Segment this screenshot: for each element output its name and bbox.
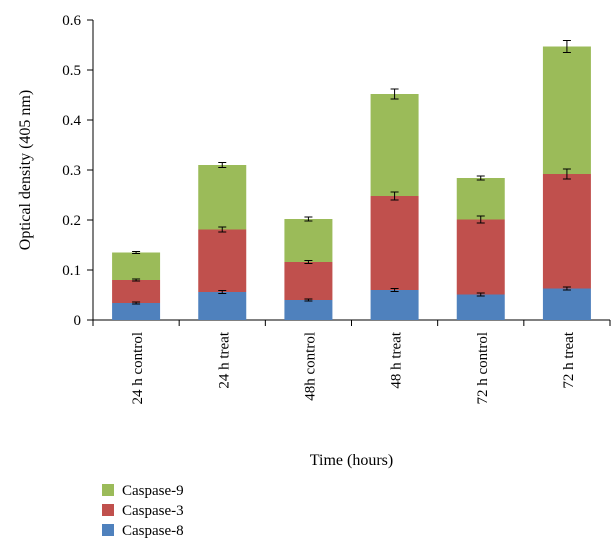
y-tick-label: 0 bbox=[74, 313, 82, 329]
bar-segment bbox=[284, 262, 333, 300]
y-tick-label: 0.1 bbox=[62, 263, 81, 279]
y-tick-label: 0.5 bbox=[62, 63, 81, 79]
x-tick-label: 72 h control bbox=[475, 332, 491, 405]
legend-swatch bbox=[102, 484, 114, 496]
x-tick-label: 24 h control bbox=[130, 332, 146, 405]
legend-swatch bbox=[102, 524, 114, 536]
legend-label: Caspase-9 bbox=[122, 483, 184, 499]
bar-segment bbox=[198, 292, 247, 320]
bar-segment bbox=[542, 46, 591, 174]
x-tick-label: 48 h treat bbox=[389, 331, 405, 388]
bar-segment bbox=[456, 294, 505, 320]
legend-label: Caspase-3 bbox=[122, 503, 184, 519]
legend-swatch bbox=[102, 504, 114, 516]
x-tick-label: 48h control bbox=[302, 332, 318, 401]
bar-segment bbox=[198, 229, 247, 292]
bar-segment bbox=[370, 94, 419, 196]
x-axis: 24 h control 24 h treat 48h control 48 h tr… bbox=[92, 319, 611, 405]
y-axis: 0 0.1 0.2 0.3 0.4 0.5 0.6 bbox=[62, 13, 94, 329]
y-axis-title: Optical density (405 nm) bbox=[17, 90, 34, 250]
y-tick-label: 0.4 bbox=[62, 113, 81, 129]
bar-segment bbox=[370, 196, 419, 290]
y-tick-label: 0.2 bbox=[62, 213, 81, 229]
x-tick-label: 24 h treat bbox=[216, 331, 232, 388]
bar-segment bbox=[456, 178, 505, 220]
y-tick-label: 0.3 bbox=[62, 163, 81, 179]
x-axis-title: Time (hours) bbox=[310, 452, 393, 469]
bar-segment bbox=[542, 288, 591, 320]
bar-segment bbox=[456, 219, 505, 295]
bar-segment bbox=[198, 165, 247, 230]
x-tick-label: 72 h treat bbox=[561, 331, 577, 388]
bar-segment bbox=[542, 174, 591, 289]
bar-segment bbox=[370, 290, 419, 320]
bar-segment bbox=[284, 300, 333, 320]
bar-segment bbox=[284, 219, 333, 262]
error-bars bbox=[132, 40, 571, 305]
bars bbox=[112, 46, 591, 320]
legend-label: Caspase-8 bbox=[122, 523, 184, 539]
legend: Caspase-9 Caspase-3 Caspase-8 bbox=[102, 483, 184, 539]
y-tick-label: 0.6 bbox=[62, 13, 81, 29]
bar-segment bbox=[112, 303, 161, 320]
bar-segment bbox=[112, 252, 161, 280]
bar-segment bbox=[112, 280, 161, 303]
